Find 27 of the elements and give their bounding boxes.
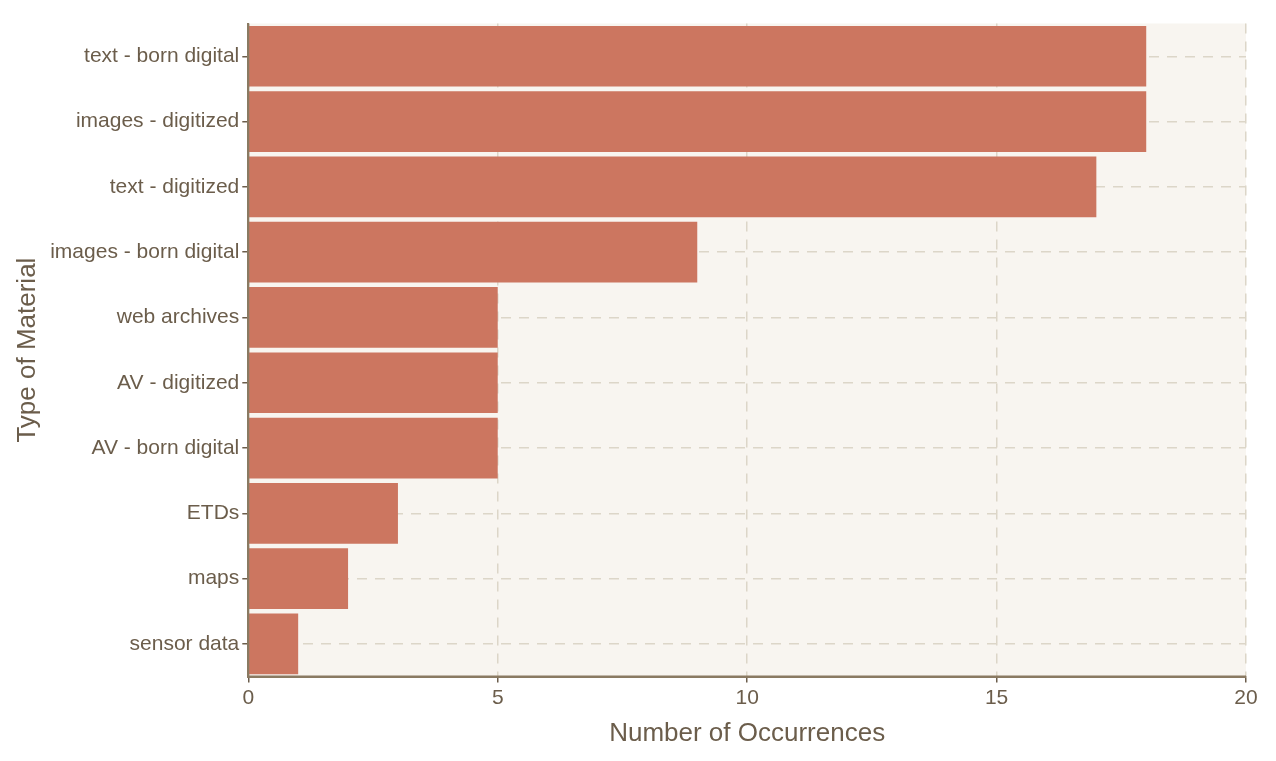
bar xyxy=(249,91,1147,152)
bar xyxy=(249,25,1147,87)
y-tick-label: AV - born digital xyxy=(91,434,240,458)
x-tick-label: 20 xyxy=(1234,685,1258,708)
y-axis-title: Type of Material xyxy=(10,257,41,443)
y-tick-label: web archives xyxy=(115,304,240,328)
bar xyxy=(249,482,398,544)
y-tick-label: images - digitized xyxy=(75,108,240,132)
y-tick-label: text - digitized xyxy=(109,173,240,197)
bar xyxy=(249,417,498,479)
y-tick-label: ETDs xyxy=(186,500,240,524)
bar xyxy=(249,156,1097,218)
bar xyxy=(249,548,349,610)
x-tick-label: 5 xyxy=(491,685,504,708)
y-tick-label: AV - digitized xyxy=(117,369,240,393)
y-tick-label: sensor data xyxy=(129,630,240,654)
x-tick-label: 15 xyxy=(984,685,1009,708)
y-tick-label: maps xyxy=(187,565,240,589)
y-tick-label: images - born digital xyxy=(50,238,240,262)
x-tick-label: 0 xyxy=(242,685,255,708)
x-axis-title: Number of Occurrences xyxy=(609,716,886,747)
bar xyxy=(249,352,498,414)
x-tick-label: 10 xyxy=(735,685,759,708)
bar xyxy=(249,613,299,675)
bar xyxy=(249,221,698,283)
y-tick-label: text - born digital xyxy=(84,43,240,67)
bar xyxy=(249,287,498,348)
